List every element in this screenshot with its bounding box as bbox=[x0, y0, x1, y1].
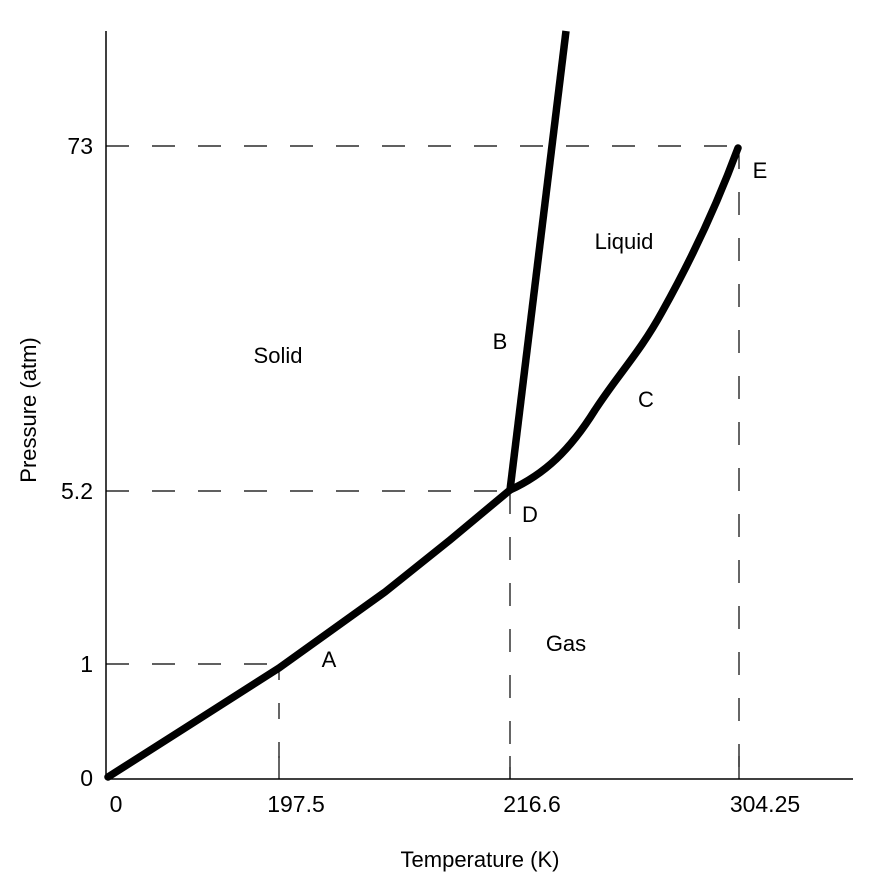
point-label-a: A bbox=[322, 647, 337, 672]
point-label-e: E bbox=[753, 158, 768, 183]
x-tick-label-197.5: 197.5 bbox=[267, 791, 325, 817]
x-tick-label-216.6: 216.6 bbox=[503, 791, 561, 817]
vaporization-curve bbox=[506, 144, 742, 494]
point-label-c: C bbox=[638, 387, 654, 412]
y-tick-label-0: 0 bbox=[80, 765, 93, 791]
point-label-b: B bbox=[493, 329, 508, 354]
region-label-solid: Solid bbox=[254, 343, 303, 368]
region-label-gas: Gas bbox=[546, 631, 586, 656]
x-tick-label-304.25: 304.25 bbox=[730, 791, 800, 817]
x-tick-label-0: 0 bbox=[110, 791, 123, 817]
point-label-d: D bbox=[522, 502, 538, 527]
y-axis-title: Pressure (atm) bbox=[16, 337, 41, 482]
y-tick-label-1: 1 bbox=[80, 651, 93, 677]
melting-curve bbox=[506, 30, 570, 491]
y-tick-label-5.2: 5.2 bbox=[61, 478, 93, 504]
region-label-liquid: Liquid bbox=[595, 229, 654, 254]
sublimation-curve bbox=[104, 486, 514, 781]
reference-lines bbox=[106, 145, 740, 779]
x-axis-title: Temperature (K) bbox=[401, 847, 560, 872]
y-tick-label-73: 73 bbox=[67, 133, 93, 159]
